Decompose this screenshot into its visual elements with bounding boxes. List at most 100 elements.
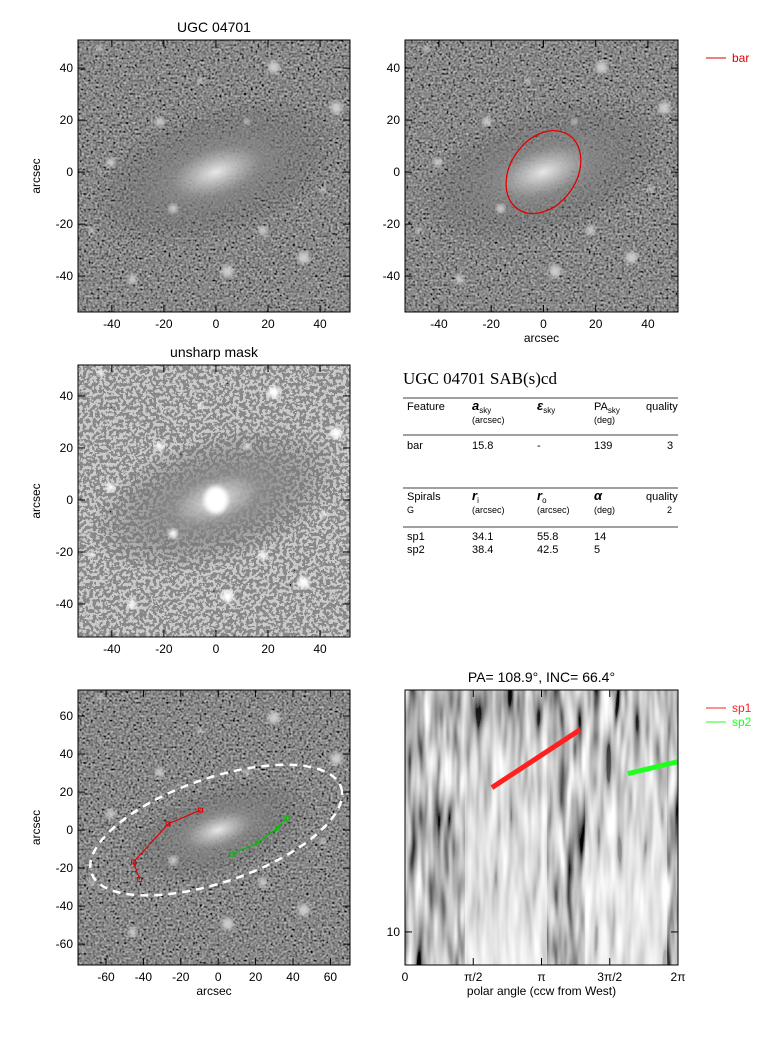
x-tick-label: 40 bbox=[286, 970, 300, 984]
header-symbol: Spirals bbox=[407, 491, 441, 503]
table-cell: 139 bbox=[594, 440, 612, 452]
header-symbol: quality bbox=[646, 401, 678, 413]
star bbox=[106, 157, 116, 167]
symbol: Spirals bbox=[407, 491, 441, 503]
x-tick-label: 0 bbox=[402, 970, 409, 984]
symbol: PA bbox=[594, 401, 609, 413]
star bbox=[433, 157, 443, 167]
y-tick-label: -40 bbox=[383, 269, 401, 283]
table-cell: 38.4 bbox=[472, 544, 493, 556]
header-unit: (arcsec) bbox=[472, 505, 505, 515]
star bbox=[127, 274, 137, 284]
x-tick-label: -20 bbox=[155, 642, 173, 656]
y-tick-label: -40 bbox=[56, 269, 74, 283]
star bbox=[625, 251, 638, 264]
y-tick-label: 60 bbox=[60, 709, 74, 723]
table-cell: sp1 bbox=[407, 531, 425, 543]
star bbox=[319, 838, 326, 845]
y-tick-label: -20 bbox=[56, 217, 74, 231]
y-tick-label: 0 bbox=[393, 165, 400, 179]
spiral-point bbox=[254, 840, 260, 846]
star bbox=[455, 274, 465, 284]
header-unit: (arcsec) bbox=[537, 505, 570, 515]
star bbox=[221, 590, 234, 603]
bar-ellipse bbox=[505, 130, 582, 215]
header-symbol: quality bbox=[646, 491, 678, 503]
header-symbol: PAsky bbox=[594, 401, 620, 415]
star bbox=[197, 77, 204, 84]
table-cell: 34.1 bbox=[472, 531, 493, 543]
star bbox=[155, 442, 165, 452]
table-cell: 55.8 bbox=[537, 531, 558, 543]
x-axis-label: arcsec bbox=[196, 984, 231, 998]
symbol: Feature bbox=[407, 401, 445, 413]
table-cell: 5 bbox=[594, 544, 600, 556]
star bbox=[243, 118, 250, 125]
star bbox=[168, 204, 178, 214]
header-unit: (deg) bbox=[594, 505, 615, 515]
y-tick-label: -40 bbox=[56, 899, 74, 913]
subscript: sky bbox=[543, 406, 555, 415]
x-tick-label: -40 bbox=[103, 642, 121, 656]
star bbox=[297, 576, 310, 589]
panel-title: unsharp mask bbox=[170, 344, 259, 360]
y-tick-label: 20 bbox=[387, 113, 401, 127]
star bbox=[267, 61, 280, 74]
star bbox=[88, 552, 95, 559]
panel-image bbox=[405, 40, 678, 312]
spiral-point bbox=[274, 825, 280, 831]
star bbox=[258, 878, 268, 887]
spiral-point bbox=[229, 851, 235, 857]
panel-image bbox=[78, 690, 350, 965]
star bbox=[96, 45, 103, 52]
table: UGC 04701 SAB(s)cd Feature asky (arcsec) εsk… bbox=[403, 369, 678, 556]
table-title: UGC 04701 SAB(s)cd bbox=[403, 369, 557, 388]
spiral-arm bbox=[132, 809, 201, 880]
spiral-arm bbox=[490, 727, 582, 790]
panel-title: UGC 04701 bbox=[177, 19, 251, 35]
x-tick-label: -20 bbox=[483, 317, 501, 331]
legend-label: bar bbox=[732, 51, 749, 65]
star bbox=[415, 227, 422, 234]
star bbox=[586, 225, 596, 235]
star bbox=[658, 102, 671, 114]
header-unit: (deg) bbox=[594, 415, 615, 425]
x-tick-label: 3π/2 bbox=[597, 970, 622, 984]
star bbox=[258, 225, 268, 235]
panel-image bbox=[78, 40, 350, 312]
star bbox=[106, 482, 116, 492]
star bbox=[330, 427, 343, 439]
star bbox=[423, 45, 430, 52]
star bbox=[258, 550, 268, 560]
header-symbol: ri bbox=[472, 488, 479, 505]
spiral-arm bbox=[627, 759, 678, 777]
star bbox=[330, 752, 343, 765]
subscript: i bbox=[477, 496, 479, 505]
x-tick-label: 60 bbox=[324, 970, 338, 984]
star bbox=[330, 102, 343, 114]
x-tick-label: 0 bbox=[213, 317, 220, 331]
spiral-point bbox=[165, 821, 171, 827]
table-cell: bar bbox=[407, 440, 423, 452]
panel-image bbox=[405, 690, 678, 965]
x-tick-label: 40 bbox=[641, 317, 655, 331]
frame bbox=[77, 39, 351, 313]
header-symbol: asky bbox=[472, 398, 491, 415]
symbol: ε bbox=[537, 398, 544, 413]
legend-label: sp1 bbox=[732, 701, 752, 715]
star bbox=[319, 186, 326, 193]
spiral-point bbox=[137, 876, 143, 882]
table-cell: 14 bbox=[594, 531, 606, 543]
star bbox=[88, 879, 95, 886]
star bbox=[482, 117, 492, 127]
star bbox=[595, 61, 608, 74]
y-tick-label: 20 bbox=[60, 113, 74, 127]
star bbox=[197, 728, 204, 735]
header-symbol: Feature bbox=[407, 401, 445, 413]
table-cell: 42.5 bbox=[537, 544, 558, 556]
star bbox=[243, 443, 250, 450]
legend-label: sp2 bbox=[732, 715, 752, 729]
symbol: r bbox=[537, 488, 543, 503]
y-tick-label: 20 bbox=[60, 441, 74, 455]
